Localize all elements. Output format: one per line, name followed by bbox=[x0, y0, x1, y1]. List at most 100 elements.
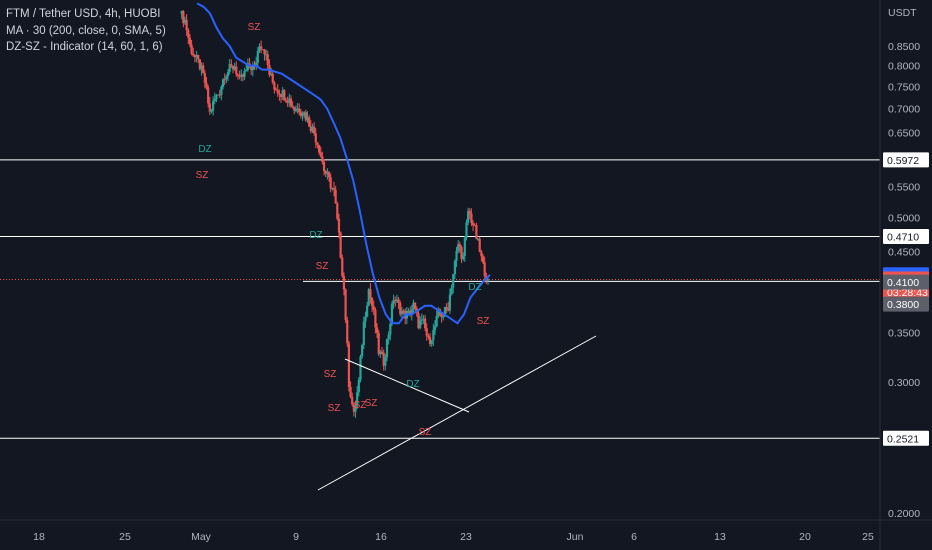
candle-body bbox=[422, 318, 425, 320]
candle-body bbox=[462, 256, 465, 260]
price-badge-label: 0.2521 bbox=[887, 433, 919, 445]
candle-body bbox=[367, 289, 370, 306]
price-badge-gray bbox=[883, 296, 929, 312]
candle-body bbox=[432, 330, 435, 341]
candle-body bbox=[205, 82, 208, 88]
candle-body bbox=[476, 238, 480, 240]
trend-line-support[interactable] bbox=[317, 335, 597, 491]
candle-body bbox=[238, 75, 241, 77]
candle-body bbox=[458, 244, 461, 247]
candle-body bbox=[266, 54, 269, 65]
candle-body bbox=[240, 74, 243, 77]
candle-body bbox=[187, 30, 190, 38]
candle-body bbox=[241, 74, 245, 77]
price-axis-tick: 0.2000 bbox=[888, 508, 920, 520]
candle-body bbox=[481, 256, 485, 263]
demand-zone-label: DZ bbox=[468, 282, 481, 293]
candle-body bbox=[278, 92, 281, 95]
candle-body bbox=[251, 66, 254, 71]
candle-body bbox=[331, 188, 334, 190]
candle-body bbox=[453, 260, 456, 275]
candle-body bbox=[409, 310, 412, 316]
candle-body bbox=[460, 246, 463, 260]
candle-body bbox=[299, 112, 302, 116]
demand-zone-label: DZ bbox=[198, 144, 211, 155]
price-axis-tick: 0.3500 bbox=[888, 327, 920, 339]
candle-body bbox=[303, 112, 306, 116]
price-axis-tick: 0.8000 bbox=[888, 61, 920, 73]
candle-body bbox=[336, 203, 339, 219]
candle-body bbox=[298, 108, 301, 113]
candle-body bbox=[216, 94, 220, 96]
candle-body bbox=[207, 87, 210, 104]
candle-body bbox=[385, 339, 389, 358]
candle-body bbox=[326, 172, 329, 174]
candle-body bbox=[339, 232, 342, 258]
price-badge-countdown: 03:28:43 bbox=[887, 287, 928, 299]
candle-body bbox=[433, 326, 437, 331]
candle-body bbox=[397, 299, 400, 303]
price-badge-label: 0.4100 bbox=[887, 277, 919, 289]
price-badge-label: 0.4710 bbox=[887, 232, 919, 244]
supply-zone-label: SZ bbox=[248, 22, 261, 33]
candle-body bbox=[260, 46, 263, 50]
candle-body bbox=[359, 356, 362, 380]
candle-body bbox=[228, 64, 231, 72]
candle-body bbox=[392, 300, 395, 304]
candle-body bbox=[220, 86, 223, 95]
supply-zone-label: SZ bbox=[477, 316, 490, 327]
candle-body bbox=[366, 305, 369, 317]
price-axis-currency: USDT bbox=[888, 7, 917, 19]
candle-body bbox=[364, 316, 367, 322]
candle-body bbox=[324, 170, 327, 174]
price-axis-tick: 0.8500 bbox=[888, 41, 920, 53]
candle-body bbox=[362, 321, 365, 346]
candle-body bbox=[382, 352, 385, 366]
candle-body bbox=[183, 19, 187, 24]
candle-body bbox=[322, 162, 326, 171]
candle-body bbox=[428, 337, 432, 345]
candle-body bbox=[231, 65, 235, 70]
candle-body bbox=[182, 11, 185, 24]
time-axis-tick: 25 bbox=[119, 531, 131, 543]
candle-body bbox=[261, 49, 264, 51]
candle-body bbox=[284, 100, 288, 102]
candle-body bbox=[465, 222, 468, 238]
candle-body bbox=[384, 357, 387, 366]
candle-body bbox=[344, 289, 347, 321]
candle-body bbox=[215, 94, 218, 99]
candle-body bbox=[306, 117, 309, 121]
price-axis-tick: 0.3000 bbox=[888, 377, 920, 389]
candle-body bbox=[185, 19, 188, 31]
candle-body bbox=[349, 386, 352, 397]
candle-body bbox=[425, 328, 428, 336]
candle-body bbox=[337, 218, 341, 233]
candle-body bbox=[390, 303, 394, 324]
trend-line-resistance[interactable] bbox=[344, 358, 470, 413]
candle-body bbox=[226, 71, 230, 77]
legend-symbol: FTM / Tether USD, 4h, HUOBI bbox=[6, 8, 161, 20]
candle-body bbox=[286, 101, 289, 103]
candle-body bbox=[203, 72, 206, 83]
candle-body bbox=[190, 44, 193, 54]
candle-body bbox=[192, 53, 195, 56]
candle-body bbox=[380, 351, 384, 353]
candle-body bbox=[452, 274, 455, 288]
chart-legend: FTM / Tether USD, 4h, HUOBI MA · 30 (200… bbox=[6, 6, 166, 56]
candle-body bbox=[250, 66, 253, 71]
candle-body bbox=[467, 210, 470, 223]
legend-indicator: DZ-SZ - Indicator (14, 60, 1, 6) bbox=[6, 41, 163, 53]
price-badge-label: 0.3800 bbox=[887, 299, 919, 311]
candle-body bbox=[223, 79, 226, 81]
candle-body bbox=[457, 244, 460, 251]
candle-body bbox=[180, 11, 183, 14]
candle-body bbox=[198, 59, 201, 70]
candle-body bbox=[283, 90, 286, 101]
candle-body bbox=[377, 333, 380, 355]
candle-body bbox=[258, 46, 261, 51]
candle-body bbox=[375, 327, 379, 334]
candle-body bbox=[361, 345, 364, 357]
candle-body bbox=[311, 126, 314, 132]
